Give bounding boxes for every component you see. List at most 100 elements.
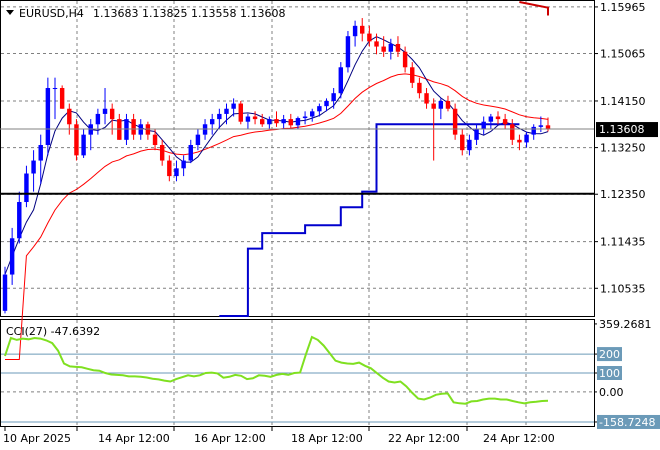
- candle-body: [288, 119, 294, 126]
- candle-body: [181, 160, 186, 169]
- candle-body: [245, 116, 251, 122]
- candle-body: [152, 134, 158, 146]
- candle-body: [431, 103, 436, 109]
- candle-body: [67, 108, 72, 125]
- candle-body: [467, 139, 472, 151]
- candle-body: [367, 33, 372, 42]
- candle-body: [281, 119, 286, 124]
- sma-fast-line: [4, 36, 549, 275]
- candle-body: [481, 121, 486, 130]
- candlestick-series: [2, 18, 551, 314]
- candle-body: [417, 82, 422, 94]
- price-tick-label: 1.12350: [600, 188, 646, 201]
- candle-body: [131, 119, 136, 135]
- price-tick-label: 1.15965: [600, 1, 646, 14]
- candle-body: [74, 124, 79, 156]
- candle-body: [531, 126, 536, 135]
- candle-body: [331, 93, 336, 101]
- candle-body: [517, 139, 522, 143]
- cci-series: [4, 335, 549, 405]
- price-tick-label: 1.10535: [600, 282, 646, 295]
- candle-body: [402, 51, 408, 68]
- candle-body: [209, 119, 215, 125]
- candle-body: [374, 41, 379, 47]
- price-axis: 1.15965 1.15065 1.14150 1.13250 1.12350 1.114…: [594, 1, 646, 295]
- candle-body: [267, 119, 272, 125]
- candle-body: [45, 88, 51, 146]
- candle-body: [238, 103, 243, 122]
- candle-body: [310, 111, 315, 117]
- candle-body: [231, 103, 236, 109]
- time-tick-label: 24 Apr 12:00: [483, 432, 555, 445]
- price-panel: [0, 0, 595, 317]
- time-tick-label: 14 Apr 12:00: [98, 432, 170, 445]
- candle-body: [38, 145, 43, 161]
- candle-body: [545, 125, 551, 129]
- candle-body: [495, 116, 501, 120]
- candle-body: [538, 125, 544, 127]
- candle-body: [17, 202, 22, 239]
- candle-body: [360, 25, 365, 34]
- candle-body: [338, 67, 344, 94]
- time-tick-label: 16 Apr 12:00: [194, 432, 266, 445]
- cci-level-badge: [597, 414, 660, 429]
- candle-body: [352, 25, 358, 37]
- candle-body: [81, 134, 86, 156]
- candle-body: [488, 116, 494, 122]
- candle-body: [395, 43, 401, 52]
- candle-body: [381, 46, 386, 52]
- cci-level-badge: [597, 347, 622, 362]
- symbol-label[interactable]: EURUSD,H4: [19, 7, 84, 20]
- candle-body: [424, 93, 429, 104]
- candle-body: [274, 119, 279, 124]
- candle-body: [24, 173, 29, 203]
- time-tick-label: 22 Apr 12:00: [388, 432, 460, 445]
- cci-grid: [1, 320, 594, 426]
- price-grid: [1, 1, 594, 316]
- candle-body: [524, 134, 529, 143]
- price-tick-label: 1.15065: [600, 48, 646, 61]
- candle-body: [52, 88, 58, 90]
- dropdown-triangle-icon[interactable]: [6, 10, 14, 15]
- price-tick-label: 1.13250: [600, 142, 646, 155]
- candle-body: [445, 100, 451, 109]
- candle-body: [102, 108, 108, 114]
- candle-body: [31, 160, 36, 174]
- current-price-badge: [596, 122, 658, 138]
- cci-tick-label: 100: [599, 367, 620, 380]
- candle-body: [252, 116, 258, 120]
- candle-body: [167, 160, 172, 177]
- cci-tick-label: 0.00: [599, 386, 624, 399]
- candle-body: [224, 108, 229, 114]
- candle-body: [188, 145, 193, 161]
- time-tick-label: 18 Apr 12:00: [291, 432, 363, 445]
- candle-body: [2, 274, 8, 311]
- candle-body: [510, 124, 515, 140]
- candle-body: [159, 145, 165, 161]
- candle-body: [302, 116, 308, 119]
- candle-body: [9, 238, 15, 275]
- candle-body: [295, 118, 301, 126]
- cci-tick-label: 359.2681: [599, 318, 652, 331]
- candle-body: [388, 43, 394, 52]
- candle-body: [452, 108, 458, 135]
- trend-step-line: [219, 123, 520, 317]
- candle-body: [59, 88, 65, 109]
- current-price-label: 1.13608: [599, 123, 645, 136]
- cci-label: CCI(27) -47.6392: [6, 325, 100, 338]
- ohlc-readout: 1.13683 1.13825 1.13558 1.13608: [93, 7, 285, 20]
- cci-tick-label: -158.7248: [599, 416, 655, 429]
- candle-body: [195, 134, 201, 146]
- time-axis: 10 Apr 2025 14 Apr 12:00 16 Apr 12:00 18 Ap…: [3, 427, 555, 445]
- candle-body: [317, 106, 322, 112]
- candle-body: [410, 67, 415, 83]
- resistance-step-line: [519, 1, 549, 16]
- candle-body: [174, 168, 179, 177]
- time-tick-label: 10 Apr 2025: [3, 432, 71, 445]
- candle-body: [95, 113, 101, 125]
- candle-body: [474, 129, 479, 140]
- candle-body: [259, 119, 265, 125]
- candle-body: [502, 119, 508, 125]
- candle-body: [438, 100, 444, 109]
